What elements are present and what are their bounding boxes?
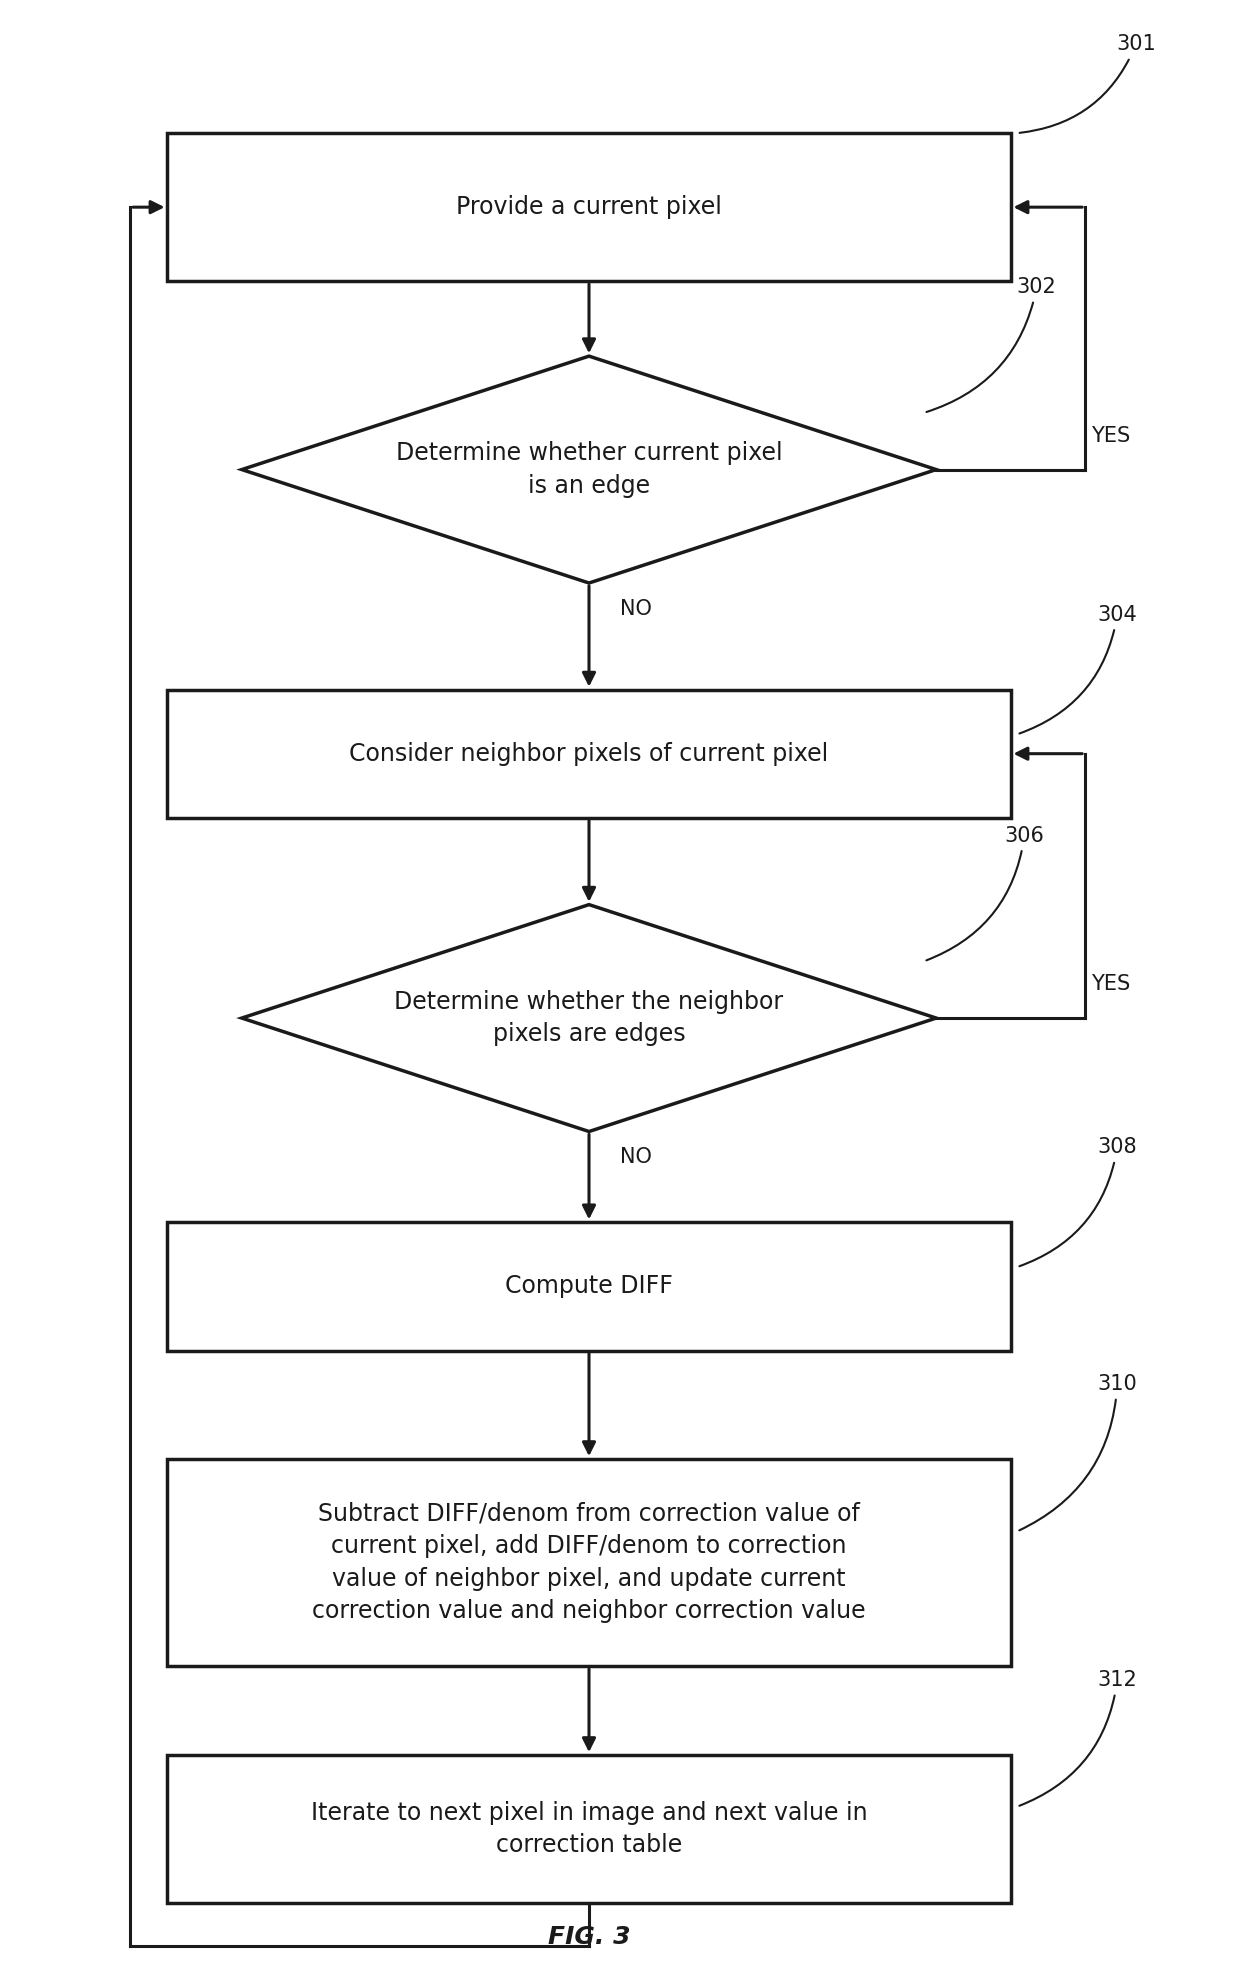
Text: YES: YES xyxy=(1091,426,1131,446)
Polygon shape xyxy=(242,904,936,1133)
Text: Consider neighbor pixels of current pixel: Consider neighbor pixels of current pixe… xyxy=(350,742,828,766)
Text: Subtract DIFF/denom from correction value of
current pixel, add DIFF/denom to co: Subtract DIFF/denom from correction valu… xyxy=(312,1501,866,1624)
Text: NO: NO xyxy=(620,1148,652,1168)
Text: 302: 302 xyxy=(926,276,1056,412)
Text: 306: 306 xyxy=(926,825,1044,961)
Bar xyxy=(167,1460,1011,1665)
Text: 304: 304 xyxy=(1019,604,1137,734)
Text: 308: 308 xyxy=(1019,1136,1137,1267)
Bar xyxy=(167,1221,1011,1350)
Bar xyxy=(167,1756,1011,1902)
Text: Iterate to next pixel in image and next value in
correction table: Iterate to next pixel in image and next … xyxy=(311,1801,867,1857)
Text: NO: NO xyxy=(620,600,652,620)
Text: Provide a current pixel: Provide a current pixel xyxy=(456,195,722,219)
Text: 310: 310 xyxy=(1019,1373,1137,1531)
Text: YES: YES xyxy=(1091,975,1131,994)
Text: Determine whether current pixel
is an edge: Determine whether current pixel is an ed… xyxy=(396,442,782,497)
Text: 301: 301 xyxy=(1019,34,1156,132)
Bar xyxy=(167,134,1011,280)
Text: Compute DIFF: Compute DIFF xyxy=(505,1275,673,1298)
Text: 312: 312 xyxy=(1019,1669,1137,1805)
Text: FIG. 3: FIG. 3 xyxy=(548,1926,630,1949)
Bar xyxy=(167,689,1011,817)
Polygon shape xyxy=(242,355,936,584)
Text: Determine whether the neighbor
pixels are edges: Determine whether the neighbor pixels ar… xyxy=(394,990,784,1046)
